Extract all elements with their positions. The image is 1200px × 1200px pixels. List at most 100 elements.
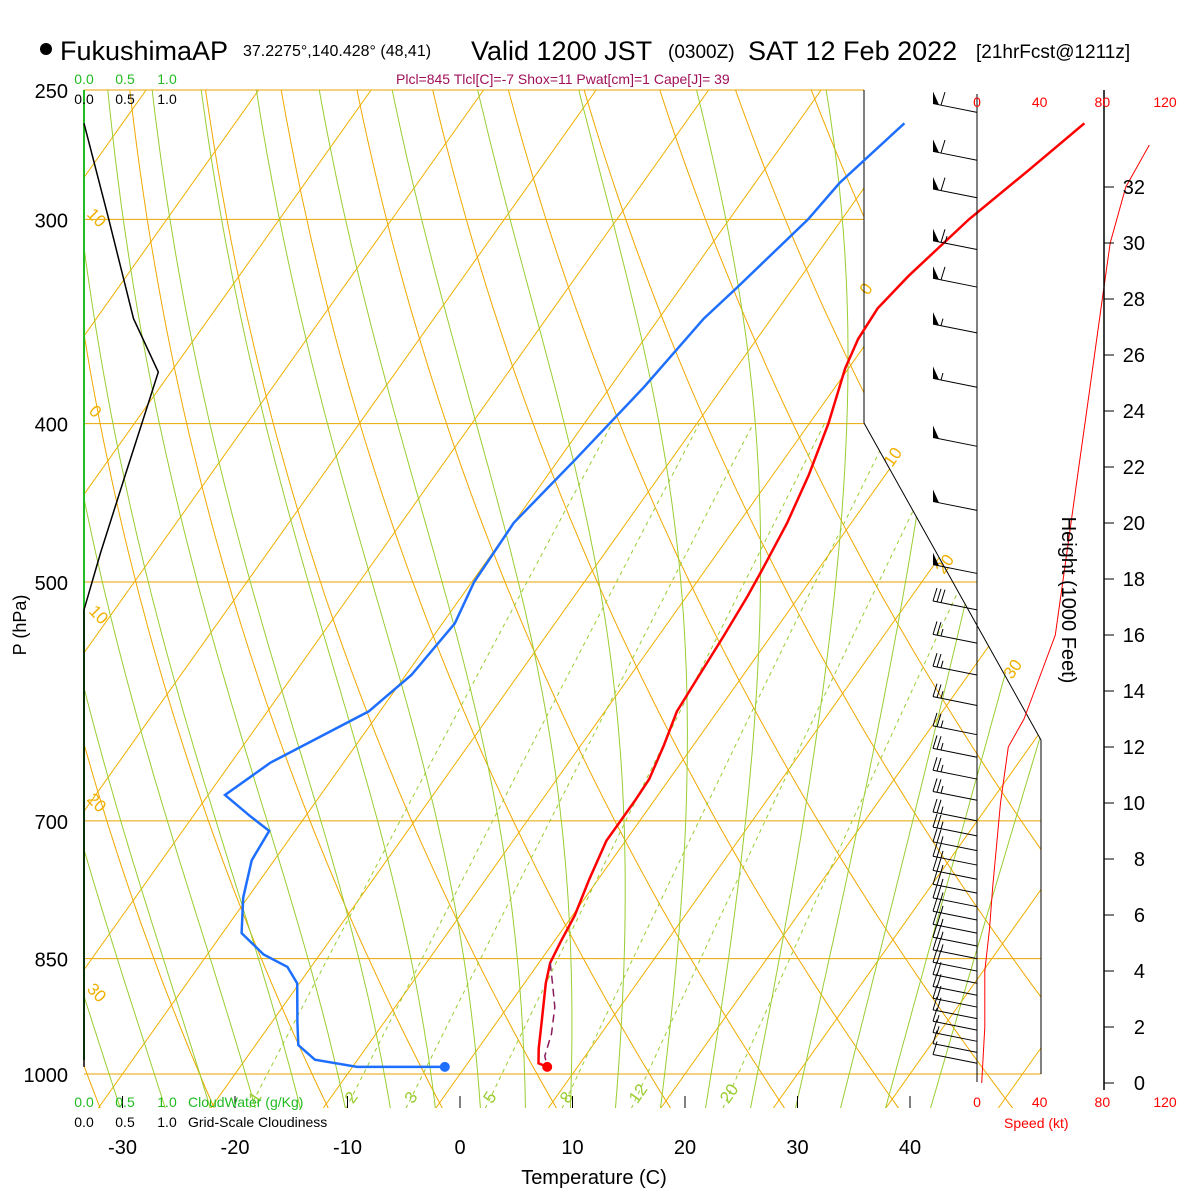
cloudiness-top-tick: 1.0	[157, 91, 177, 107]
surface-dewpoint-dot	[439, 1061, 450, 1072]
wind-barb-pennant	[933, 91, 939, 105]
dry-adiabat-line	[280, 90, 672, 1108]
wind-barb-feather	[932, 798, 938, 813]
mixing-ratio-label: 3	[401, 1088, 422, 1107]
wind-barb-staff	[932, 665, 978, 676]
wind-barb-staff	[932, 1032, 978, 1042]
moist-adiabat-line	[84, 90, 121, 1108]
temperature-tick-label: 10	[561, 1137, 583, 1159]
pressure-tick-label: 700	[35, 812, 68, 834]
wind-barb-half	[940, 742, 944, 751]
station-name: FukushimaAP	[60, 36, 228, 66]
height-tick-label: 6	[1134, 905, 1145, 927]
cloudiness-bottom-tick: 0.5	[115, 1114, 135, 1130]
dry-adiabat-line	[84, 90, 329, 1108]
wind-barb-feather	[932, 1008, 938, 1022]
wind-barb-staff	[932, 564, 978, 574]
cloudiness-label: Grid-Scale Cloudiness	[188, 1114, 327, 1130]
isotherm-line	[84, 90, 372, 1108]
wind-barb-staff	[932, 1020, 978, 1031]
pressure-tick-label: 400	[35, 415, 68, 437]
wind-barb-pennant	[933, 489, 939, 503]
isotherm-line	[997, 90, 1041, 1108]
wind-barb-feather	[936, 962, 942, 976]
pressure-tick-label: 1000	[24, 1065, 69, 1087]
wind-barb-feather	[932, 924, 938, 938]
mixing-ratio-label: 5	[479, 1088, 500, 1107]
moist-adiabat-line	[318, 90, 526, 1108]
cloud-water-top-tick: 1.0	[157, 71, 177, 87]
moist-adiabat-line	[794, 90, 954, 1108]
cloud-water-top-tick: 0.0	[74, 71, 94, 87]
isotherm-line	[435, 90, 1041, 1108]
isotherm-line	[84, 90, 260, 1108]
wind-barb-feather	[936, 885, 942, 899]
wind-barb-feather	[936, 911, 942, 926]
valid-time: Valid 1200 JST	[471, 36, 652, 66]
wind-barb-half	[940, 892, 944, 900]
wind-barb-feather	[936, 829, 942, 843]
wind-barb-feather	[932, 843, 938, 857]
temperature-profile-line	[537, 122, 1086, 1069]
mixing-ratio-line	[561, 423, 894, 1108]
valid-zulu: (0300Z)	[668, 42, 735, 63]
moist-adiabat-line	[391, 90, 573, 1108]
surface-temperature-dot	[542, 1061, 553, 1072]
wind-barb-half	[940, 878, 944, 887]
height-tick-label: 0	[1134, 1073, 1145, 1095]
dry-adiabat-line	[205, 90, 558, 1108]
wind-barbs	[932, 91, 978, 1082]
pressure-tick-label: 500	[35, 573, 68, 595]
moist-adiabat-line	[200, 90, 436, 1108]
mixing-ratio-line	[630, 423, 956, 1108]
wind-barb-staff	[932, 240, 978, 251]
mixing-ratio-label: 20	[716, 1080, 742, 1106]
wind-barb-half	[940, 691, 944, 699]
wind-barb-feather	[932, 857, 938, 871]
mixing-ratio-line	[248, 423, 613, 1108]
wind-barb-feather	[936, 713, 942, 727]
wind-barb-feather	[936, 985, 942, 1000]
wind-barb-pennant	[933, 425, 939, 439]
isotherm-lines	[84, 90, 1041, 1108]
moist-adiabat-line	[839, 90, 1041, 1108]
wind-barb-staff	[932, 323, 978, 334]
wind-barb-pennant	[933, 266, 939, 280]
wind-barb-staff	[932, 841, 978, 852]
wind-barb-feather	[936, 757, 942, 772]
height-tick-label: 2	[1134, 1017, 1145, 1039]
wind-barb-feather	[940, 177, 946, 191]
moist-adiabat-lines	[84, 90, 1041, 1108]
wind-barb-pennant	[933, 176, 939, 191]
wind-barb-staff	[932, 725, 978, 736]
wind-barb-feather	[932, 911, 938, 925]
isotherm-line	[210, 90, 935, 1108]
wind-barb-staff	[932, 826, 978, 837]
isotherm-line	[885, 90, 1041, 1108]
speed-bottom-tick: 80	[1095, 1094, 1111, 1110]
moist-adiabat-line	[929, 90, 1041, 1108]
moist-adiabat-line	[477, 90, 626, 1108]
wind-barb-staff	[932, 277, 978, 288]
temperature-tick-label: 20	[674, 1137, 696, 1159]
plot-right-edge	[863, 90, 1042, 1074]
wind-barb-pennant	[933, 139, 939, 153]
wind-barb-feather	[932, 778, 938, 792]
temperature-tick-label: -20	[221, 1137, 250, 1159]
wind-barb-staff	[932, 188, 978, 199]
wind-barb-feather	[936, 974, 942, 988]
wind-barb-feather	[932, 871, 938, 885]
wind-barb-half	[940, 836, 944, 844]
cloudiness-top-tick: 0.0	[74, 91, 94, 107]
wind-barb-pennant	[933, 366, 939, 380]
dry-adiabat-line	[659, 90, 1041, 1108]
wind-barb-feather	[936, 937, 942, 951]
wind-barb-feather	[932, 653, 938, 667]
wind-barb-half	[940, 905, 944, 913]
speed-top-tick: 40	[1032, 94, 1048, 110]
isotherm-label: 0	[856, 280, 877, 299]
wind-barb-feather	[932, 1019, 938, 1033]
wind-barb-staff	[932, 600, 978, 611]
